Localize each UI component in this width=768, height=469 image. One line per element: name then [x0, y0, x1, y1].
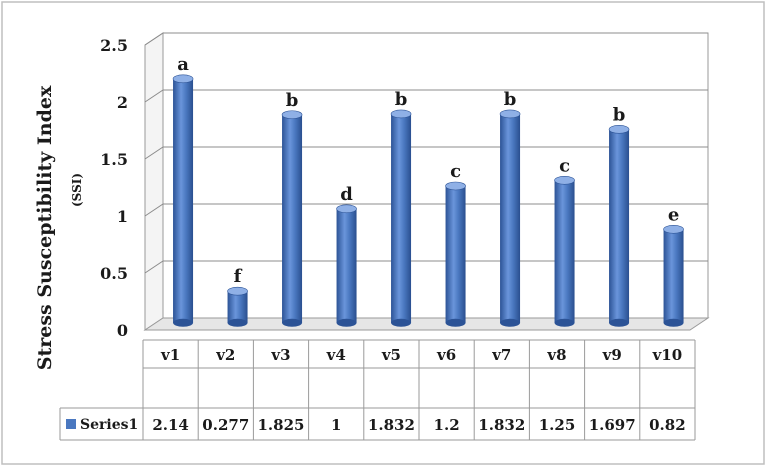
significance-letter: a: [177, 54, 189, 75]
bar: [554, 176, 575, 327]
bar: [663, 225, 684, 327]
bar: [227, 286, 248, 327]
x-tick-label: v10: [652, 346, 683, 364]
significance-letter: b: [504, 89, 517, 110]
bar: [172, 74, 194, 327]
significance-letter: d: [340, 184, 353, 205]
x-tick-label: v7: [491, 346, 511, 364]
y-tick-label: 2: [117, 93, 128, 112]
significance-letter: f: [234, 266, 243, 287]
bar: [499, 109, 521, 327]
bar: [336, 204, 357, 327]
y-axis-subtitle: (SSI): [70, 173, 84, 207]
gridline: [144, 146, 708, 160]
significance-letter: c: [450, 161, 461, 182]
bar: [608, 125, 630, 327]
side-wall: [144, 32, 164, 331]
gridline: [144, 32, 708, 46]
y-axis-title: Stress Susceptibility Index: [34, 85, 56, 370]
table-value: 1.2: [434, 416, 460, 434]
significance-letter: e: [668, 204, 679, 225]
table-value: 2.14: [152, 416, 189, 434]
significance-letter: b: [613, 104, 626, 125]
y-tick-label: 2.5: [100, 36, 128, 55]
x-tick-label: v8: [546, 346, 566, 364]
bars: [172, 74, 684, 327]
bar: [281, 110, 303, 327]
x-tick-label: v6: [436, 346, 456, 364]
bar: [445, 181, 466, 327]
table-value: 1.697: [589, 416, 636, 434]
gridline: [144, 260, 708, 274]
legend-label: Series1: [80, 417, 138, 433]
table-value: 1.832: [478, 416, 525, 434]
x-tick-label: v9: [602, 346, 622, 364]
legend-swatch: [66, 419, 76, 429]
gridline: [144, 89, 708, 103]
bar: [390, 109, 412, 327]
table-value: 1.832: [368, 416, 415, 434]
table-value: 0.277: [202, 416, 249, 434]
significance-letters: a f b d b c b c b e: [177, 54, 679, 287]
significance-letter: b: [395, 89, 408, 110]
x-tick-label: v4: [326, 346, 346, 364]
x-tick-label: v3: [270, 346, 290, 364]
y-axis-ticks: 0 0.5 1 1.5 2 2.5: [100, 36, 128, 340]
significance-letter: c: [559, 155, 570, 176]
gridline: [144, 203, 708, 217]
x-tick-label: v1: [160, 346, 180, 364]
table-value: 1.25: [539, 416, 576, 434]
y-tick-label: 0.5: [100, 264, 128, 283]
x-tick-label: v5: [381, 346, 401, 364]
x-tick-label: v2: [215, 346, 235, 364]
data-table: Series1 v1 2.14 v2 0.277 v3 1.825 v4 1 v5 1.832 v6 1…: [59, 339, 696, 441]
table-value: 0.82: [649, 416, 686, 434]
table-value: 1: [331, 416, 341, 434]
table-value: 1.825: [258, 416, 305, 434]
significance-letter: b: [286, 90, 299, 111]
y-tick-label: 1.5: [100, 150, 128, 169]
y-tick-label: 1: [117, 207, 128, 226]
y-tick-label: 0: [117, 321, 128, 340]
